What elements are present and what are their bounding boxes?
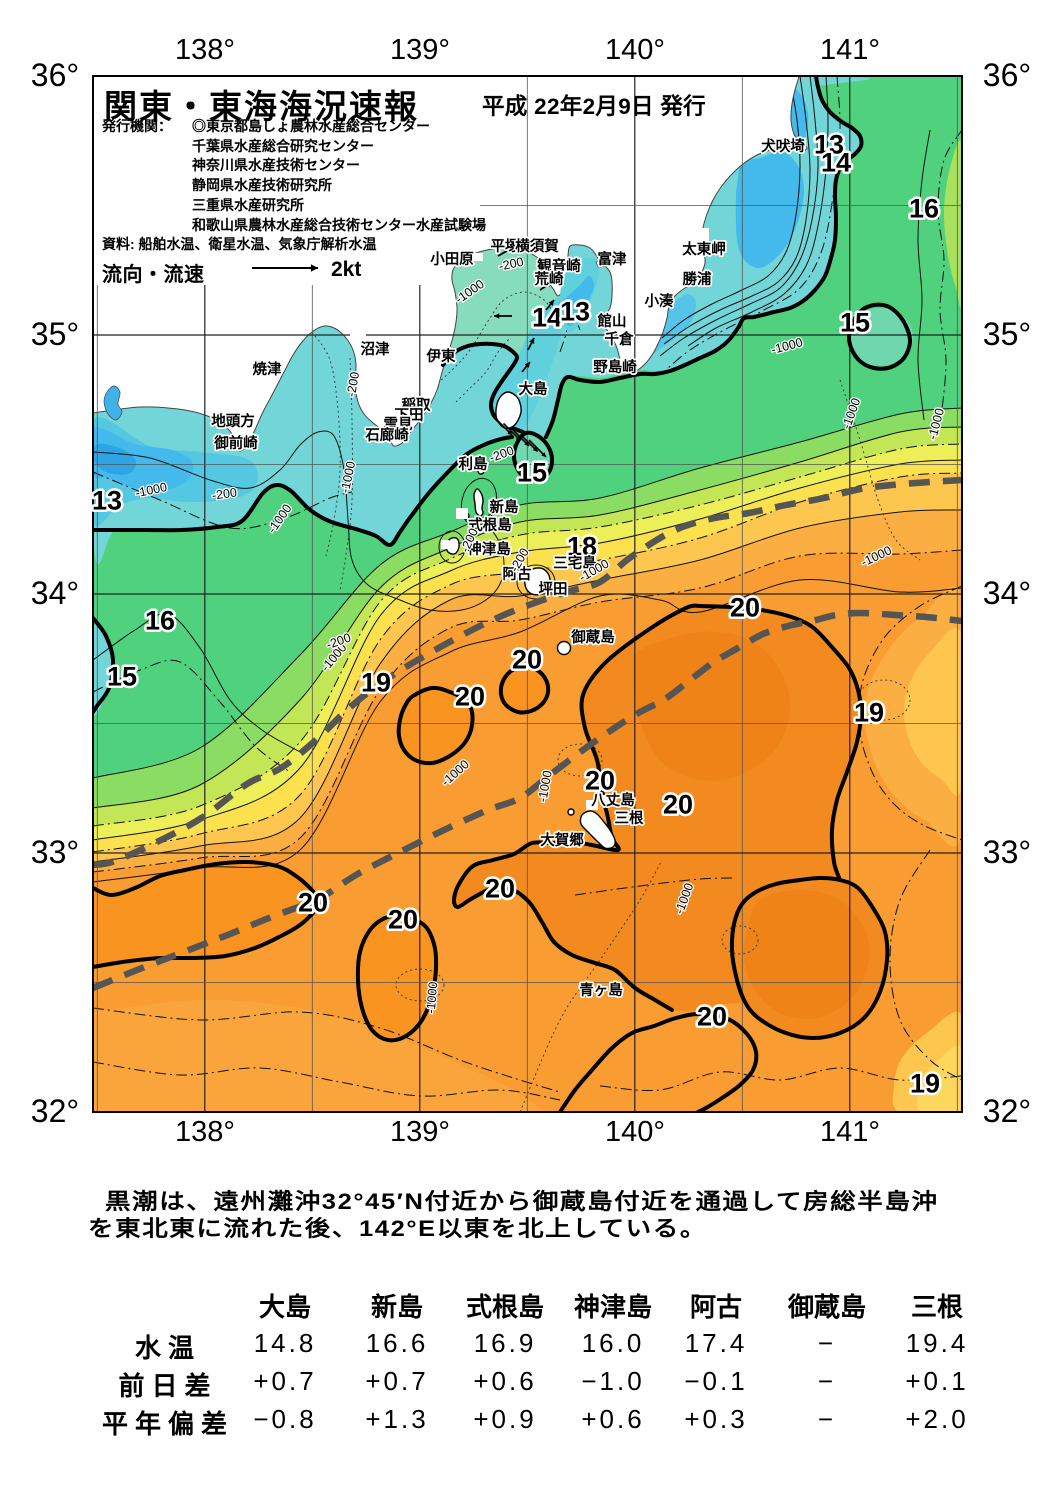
svg-text:-200: -200: [497, 255, 524, 274]
svg-text:20: 20: [663, 790, 693, 820]
svg-text:18: 18: [567, 532, 597, 562]
svg-text:下田: 下田: [395, 407, 424, 424]
svg-text:三根: 三根: [615, 809, 644, 827]
svg-text:小田原: 小田原: [430, 251, 474, 268]
svg-text:-1000: -1000: [535, 769, 554, 803]
svg-text:20: 20: [485, 874, 515, 904]
svg-text:青ヶ島: 青ヶ島: [579, 981, 623, 999]
svg-text:新島: 新島: [490, 498, 519, 516]
svg-text:横須賀: 横須賀: [515, 237, 559, 255]
svg-text:荒崎: 荒崎: [535, 270, 564, 288]
svg-text:15: 15: [517, 458, 547, 488]
svg-text:-1000: -1000: [424, 981, 441, 1014]
svg-text:小湊: 小湊: [645, 292, 674, 310]
svg-text:20: 20: [455, 682, 485, 712]
svg-text:20: 20: [585, 766, 615, 796]
svg-text:千倉: 千倉: [605, 330, 634, 348]
svg-text:稲取: 稲取: [402, 396, 431, 414]
svg-text:14: 14: [821, 148, 851, 178]
svg-text:20: 20: [388, 905, 418, 935]
svg-text:地頭方: 地頭方: [211, 412, 255, 430]
svg-text:富津: 富津: [598, 250, 627, 268]
svg-text:勝浦: 勝浦: [683, 270, 712, 288]
svg-text:式根島: 式根島: [468, 516, 512, 534]
svg-text:13: 13: [560, 297, 590, 327]
svg-text:八丈島: 八丈島: [590, 791, 635, 809]
svg-text:伊東: 伊東: [426, 347, 456, 365]
svg-text:20: 20: [730, 593, 760, 623]
svg-text:19: 19: [854, 698, 884, 728]
svg-text:大賀郷: 大賀郷: [540, 831, 584, 849]
svg-text:19: 19: [910, 1069, 940, 1099]
svg-text:15: 15: [840, 308, 870, 338]
svg-text:大島: 大島: [519, 380, 548, 398]
svg-text:利島: 利島: [459, 455, 488, 473]
svg-text:御前崎: 御前崎: [213, 434, 258, 452]
svg-text:御蔵島: 御蔵島: [570, 628, 615, 646]
svg-text:16: 16: [909, 194, 939, 224]
svg-text:14: 14: [532, 303, 562, 333]
svg-text:16: 16: [145, 606, 175, 636]
svg-text:20: 20: [512, 645, 542, 675]
svg-text:坪田: 坪田: [539, 581, 568, 598]
svg-text:19: 19: [361, 668, 391, 698]
svg-text:20: 20: [298, 888, 328, 918]
svg-text:阿古: 阿古: [503, 565, 532, 583]
svg-text:20: 20: [697, 1002, 727, 1032]
svg-text:犬吠埼: 犬吠埼: [761, 137, 805, 155]
svg-text:-200: -200: [211, 485, 238, 502]
svg-text:神津島: 神津島: [467, 540, 511, 558]
svg-text:野島崎: 野島崎: [593, 358, 637, 376]
svg-text:-200: -200: [344, 371, 362, 398]
svg-text:13: 13: [92, 486, 122, 516]
svg-text:石廊崎: 石廊崎: [364, 426, 409, 444]
svg-text:観音崎: 観音崎: [537, 257, 581, 275]
svg-text:焼津: 焼津: [253, 360, 282, 378]
svg-text:平塚: 平塚: [491, 238, 520, 255]
svg-text:13: 13: [814, 130, 844, 160]
svg-text:沼津: 沼津: [361, 340, 390, 358]
svg-text:雲見: 雲見: [384, 416, 413, 433]
svg-text:館山: 館山: [598, 312, 627, 330]
svg-text:三宅島: 三宅島: [553, 554, 597, 572]
svg-text:太東岬: 太東岬: [682, 240, 726, 258]
svg-text:15: 15: [107, 662, 137, 692]
